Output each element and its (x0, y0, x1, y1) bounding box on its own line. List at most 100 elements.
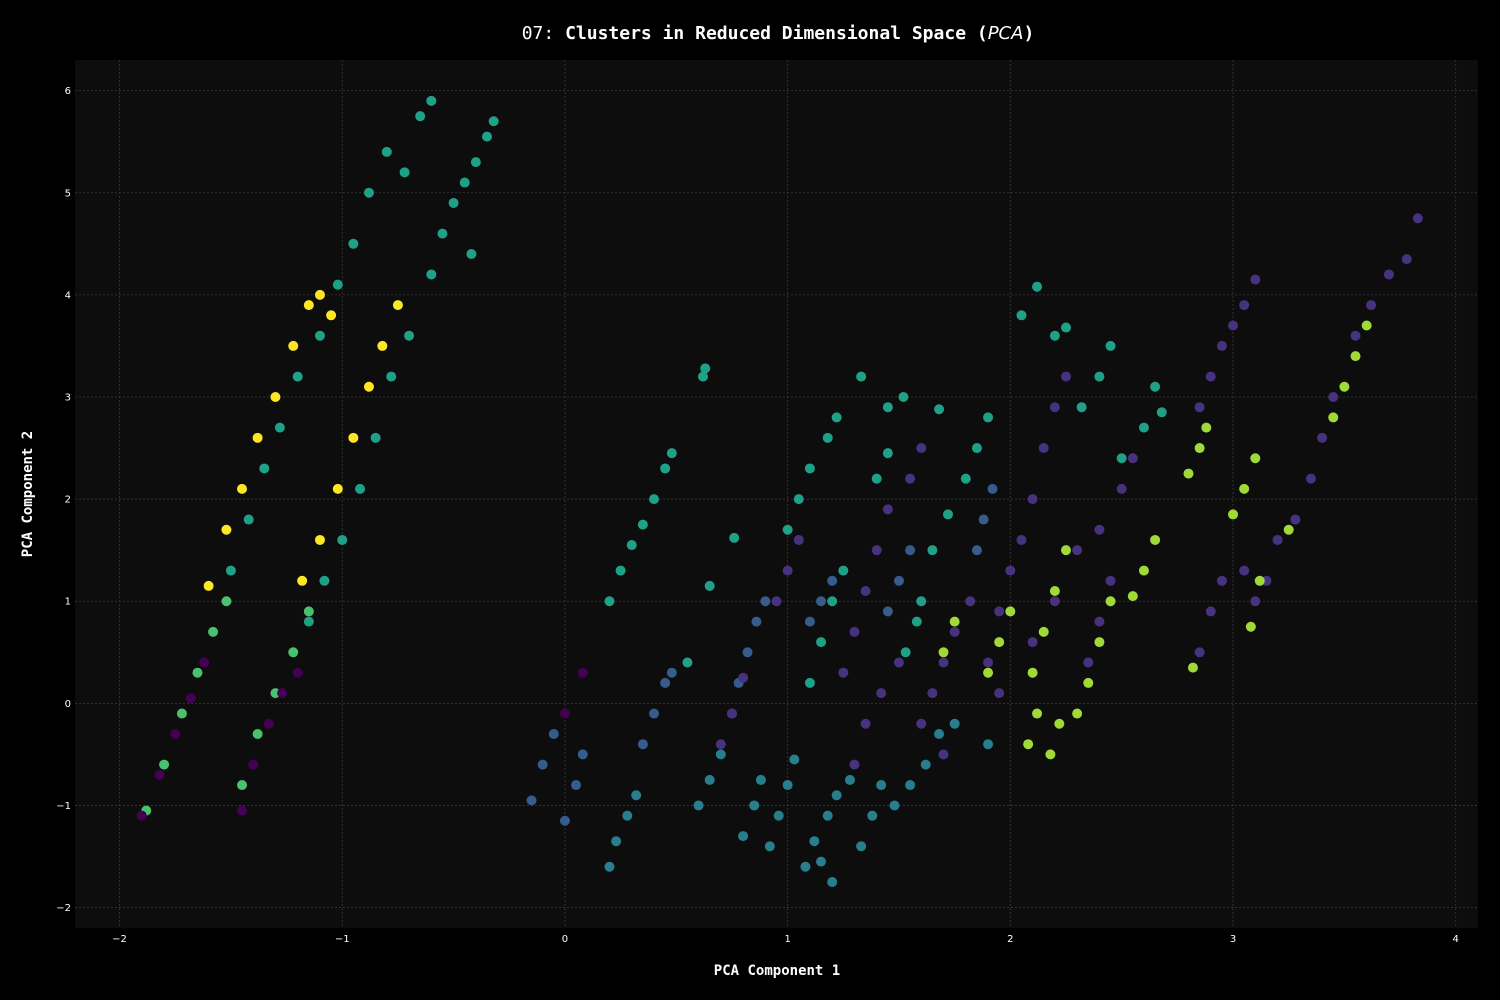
scatter-point (1105, 575, 1116, 586)
scatter-point (1076, 402, 1087, 413)
scatter-point (916, 718, 927, 729)
scatter-point (426, 95, 437, 106)
scatter-point (1250, 596, 1261, 607)
scatter-point (660, 463, 671, 474)
scatter-point (704, 580, 715, 591)
scatter-point (1127, 453, 1138, 464)
scatter-point (1138, 422, 1149, 433)
scatter-point (337, 534, 348, 545)
scatter-point (978, 514, 989, 525)
scatter-point (1239, 483, 1250, 494)
scatter-point (949, 626, 960, 637)
scatter-point (237, 805, 248, 816)
scatter-point (942, 509, 953, 520)
scatter-point (314, 330, 325, 341)
y-tick-label: 4 (65, 290, 71, 301)
scatter-point (303, 616, 314, 627)
scatter-point (459, 177, 470, 188)
scatter-point (882, 448, 893, 459)
scatter-point (649, 494, 660, 505)
scatter-point (370, 432, 381, 443)
scatter-point (1254, 575, 1265, 586)
scatter-point (749, 800, 760, 811)
scatter-point (1317, 432, 1328, 443)
scatter-point (319, 575, 330, 586)
scatter-point (303, 606, 314, 617)
scatter-point (800, 861, 811, 872)
scatter-point (793, 494, 804, 505)
scatter-point (237, 483, 248, 494)
scatter-point (159, 759, 170, 770)
scatter-point (726, 708, 737, 719)
scatter-point (136, 810, 147, 821)
scatter-point (1016, 534, 1027, 545)
scatter-point (1283, 524, 1294, 535)
x-tick-label: 2 (1007, 934, 1013, 945)
scatter-point (288, 340, 299, 351)
scatter-point (604, 596, 615, 607)
scatter-point (742, 647, 753, 658)
scatter-point (827, 596, 838, 607)
scatter-point (559, 815, 570, 826)
scatter-point (666, 448, 677, 459)
scatter-point (355, 483, 366, 494)
scatter-point (764, 841, 775, 852)
scatter-point (971, 545, 982, 556)
scatter-point (1383, 269, 1394, 280)
scatter-point (314, 534, 325, 545)
chart-title-italic: PCA (988, 23, 1024, 44)
scatter-point (466, 249, 477, 260)
scatter-point (1150, 534, 1161, 545)
scatter-point (700, 363, 711, 374)
scatter-point (949, 718, 960, 729)
scatter-point (1361, 320, 1372, 331)
scatter-point (292, 667, 303, 678)
scatter-point (782, 780, 793, 791)
scatter-point (1038, 443, 1049, 454)
scatter-point (1401, 254, 1412, 265)
scatter-point (900, 647, 911, 658)
scatter-point (1094, 637, 1105, 648)
scatter-point (987, 483, 998, 494)
scatter-point (1116, 453, 1127, 464)
scatter-point (871, 545, 882, 556)
scatter-point (816, 637, 827, 648)
scatter-point (637, 519, 648, 530)
scatter-point (363, 381, 374, 392)
scatter-point (221, 596, 232, 607)
y-tick-label: 0 (65, 699, 71, 710)
scatter-point (983, 412, 994, 423)
scatter-point (782, 565, 793, 576)
scatter-point (760, 596, 771, 607)
scatter-point (221, 524, 232, 535)
scatter-point (1032, 281, 1043, 292)
scatter-point (437, 228, 448, 239)
scatter-point (729, 532, 740, 543)
scatter-point (1216, 575, 1227, 586)
scatter-point (693, 800, 704, 811)
scatter-point (804, 616, 815, 627)
scatter-point (1038, 626, 1049, 637)
scatter-points (136, 95, 1423, 888)
scatter-point (577, 749, 588, 760)
scatter-point (1239, 300, 1250, 311)
y-tick-label: 2 (65, 495, 71, 506)
x-tick-label: 3 (1230, 934, 1236, 945)
scatter-point (1194, 402, 1205, 413)
scatter-point (927, 688, 938, 699)
scatter-point (1150, 381, 1161, 392)
scatter-point (1005, 606, 1016, 617)
scatter-point (1205, 606, 1216, 617)
scatter-point (571, 780, 582, 791)
scatter-point (363, 187, 374, 198)
scatter-point (871, 473, 882, 484)
scatter-point (1016, 310, 1027, 321)
scatter-point (1194, 647, 1205, 658)
scatter-point (248, 759, 259, 770)
scatter-point (1245, 621, 1256, 632)
scatter-point (827, 877, 838, 888)
scatter-point (1032, 708, 1043, 719)
x-tick-label: −2 (112, 934, 127, 945)
scatter-point (274, 422, 285, 433)
scatter-point (816, 596, 827, 607)
